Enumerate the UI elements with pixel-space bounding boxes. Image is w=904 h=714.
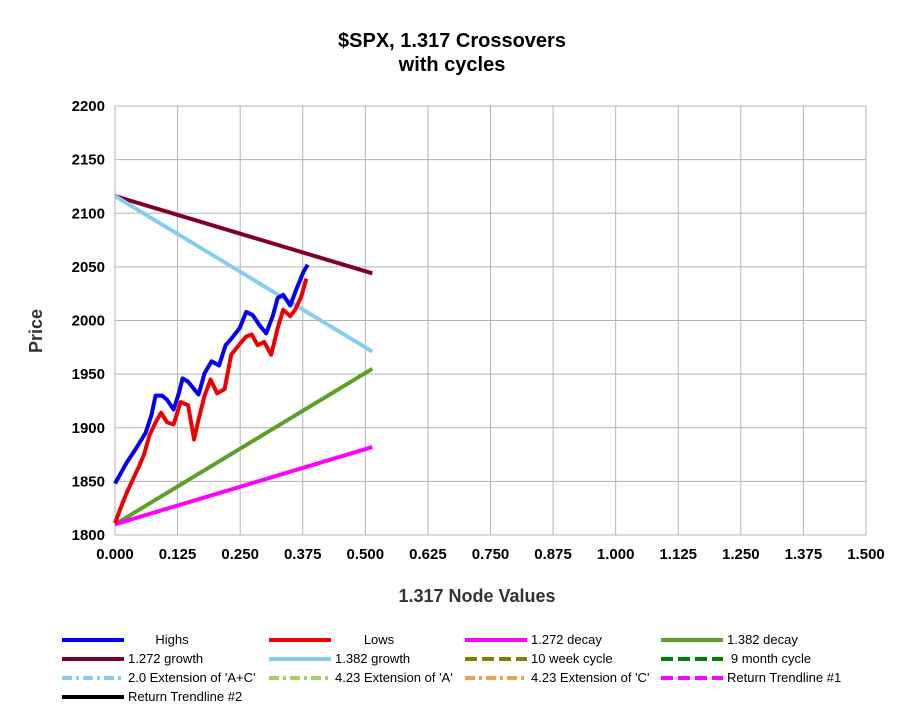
y-tick-label: 2000 (72, 313, 105, 330)
legend-label: 9 month cycle (731, 651, 811, 666)
legend-label: 1.382 decay (727, 632, 798, 647)
x-tick-label: 0.000 (96, 546, 134, 563)
chart-subtitle: with cycles (398, 54, 506, 76)
x-tick-label: 1.000 (597, 546, 635, 563)
legend-item-2-0-extension-of-a-c: 2.0 Extension of 'A+C' (62, 670, 255, 685)
legend-item-1-382-decay: 1.382 decay (661, 632, 798, 647)
legend-label: Return Trendline #2 (128, 689, 242, 704)
x-tick-label: 0.375 (284, 546, 322, 563)
y-tick-label: 1850 (72, 473, 105, 490)
legend-item-1-272-growth: 1.272 growth (62, 651, 203, 666)
legend-label: Lows (364, 632, 395, 647)
y-axis-ticks: 1800 1850 1900 1950 2000 2050 2100 2150 2200 (72, 98, 105, 544)
x-tick-label: 0.250 (221, 546, 259, 563)
legend-label: 1.382 growth (335, 651, 410, 666)
legend: Highs Lows 1.272 decay 1.382 decay 1.272 gro… (62, 632, 841, 704)
legend-item-highs: Highs (62, 632, 189, 647)
legend-item-1-272-decay: 1.272 decay (465, 632, 602, 647)
series-layer (113, 194, 374, 527)
series-line-highs (113, 263, 310, 485)
legend-item-lows: Lows (269, 632, 395, 647)
chart-title: $SPX, 1.317 Crossovers (338, 30, 566, 52)
y-tick-label: 2200 (72, 98, 105, 115)
y-tick-label: 1800 (72, 527, 105, 544)
legend-label: 1.272 growth (128, 651, 203, 666)
legend-item-1-382-growth: 1.382 growth (269, 651, 410, 666)
legend-label: 2.0 Extension of 'A+C' (128, 670, 255, 685)
legend-label: 10 week cycle (531, 651, 613, 666)
x-tick-label: 1.125 (659, 546, 697, 563)
series-line-1-272-growth (114, 194, 373, 276)
legend-item-4-23-extension-of-a: 4.23 Extension of 'A' (269, 670, 453, 685)
legend-item-10-week-cycle: 10 week cycle (465, 651, 613, 666)
legend-item-return-trendline-1: Return Trendline #1 (661, 670, 841, 685)
legend-label: 1.272 decay (531, 632, 602, 647)
x-tick-label: 1.375 (785, 546, 823, 563)
series-line-lows (113, 278, 309, 524)
y-tick-label: 2150 (72, 152, 105, 169)
y-tick-label: 1950 (72, 366, 105, 383)
legend-label: 4.23 Extension of 'A' (335, 670, 453, 685)
x-tick-label: 0.875 (534, 546, 572, 563)
y-tick-label: 1900 (72, 420, 105, 437)
x-tick-label: 1.500 (847, 546, 885, 563)
x-axis-ticks: 0.000 0.125 0.250 0.375 0.500 0.625 0.750 0.875… (96, 546, 885, 563)
x-tick-label: 0.125 (159, 546, 197, 563)
legend-item-9-month-cycle: 9 month cycle (661, 651, 811, 666)
x-tick-label: 0.750 (472, 546, 510, 563)
legend-label: Return Trendline #1 (727, 670, 841, 685)
series-line-1-382-growth (113, 194, 374, 354)
x-tick-label: 0.500 (347, 546, 385, 563)
x-axis-label: 1.317 Node Values (398, 586, 555, 606)
legend-item-4-23-extension-of-c: 4.23 Extension of 'C' (465, 670, 649, 685)
legend-item-return-trendline-2: Return Trendline #2 (62, 689, 242, 704)
legend-label: 4.23 Extension of 'C' (531, 670, 649, 685)
x-tick-label: 0.625 (409, 546, 447, 563)
grid (114, 105, 867, 536)
y-tick-label: 2100 (72, 205, 105, 222)
x-tick-label: 1.250 (722, 546, 760, 563)
y-axis-label: Price (26, 309, 46, 353)
series-line-1-272-decay (114, 445, 373, 527)
y-tick-label: 2050 (72, 259, 105, 276)
legend-label: Highs (155, 632, 189, 647)
series-line-1-382-decay (113, 367, 374, 527)
